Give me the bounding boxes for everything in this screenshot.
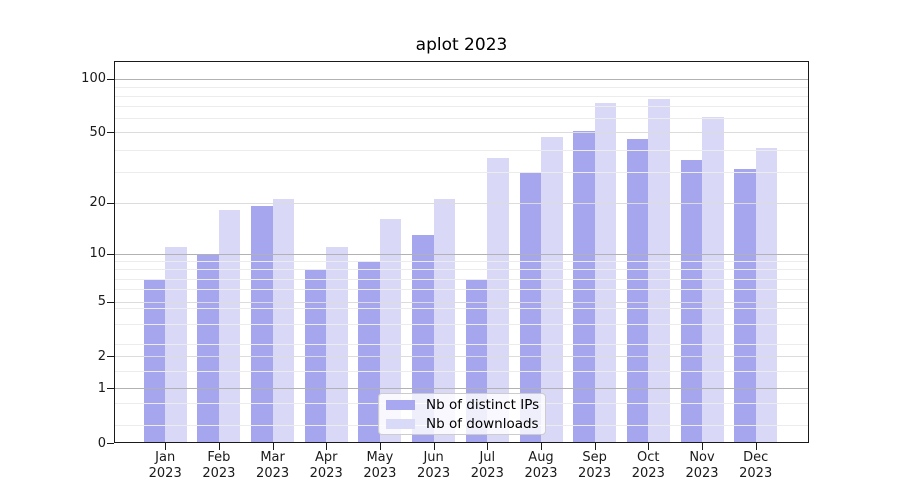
bar-downloads-mar (272, 198, 295, 443)
y-tick-mark (107, 388, 114, 390)
y-tick-mark (107, 356, 114, 358)
x-tick-label-apr: Apr 2023 (309, 450, 343, 481)
plot-area: Nb of distinct IPs Nb of downloads 100 50 2… (81, 61, 809, 481)
chart-title: aplot 2023 (415, 35, 508, 55)
gridline (114, 118, 809, 120)
y-tick-mark (107, 132, 114, 134)
y-tick-mark (107, 253, 114, 255)
y-tick-mark (107, 301, 114, 303)
bar-ips-feb (197, 253, 219, 443)
gridline (114, 106, 809, 108)
y-tick-label: 0 (97, 435, 106, 451)
y-tick-mark (107, 78, 114, 80)
gridline (114, 171, 809, 173)
x-tick-mark (487, 443, 489, 450)
y-tick-mark (107, 443, 114, 444)
x-tick-mark (379, 443, 381, 450)
x-tick-label-jul: Jul 2023 (470, 450, 504, 481)
gridline (114, 388, 809, 390)
x-tick-label-jan: Jan 2023 (148, 450, 182, 481)
x-tick-label-oct: Oct 2023 (631, 450, 665, 481)
x-tick-label-sep: Sep 2023 (578, 450, 612, 481)
bar-downloads-sep (594, 103, 617, 443)
x-tick-label-aug: Aug 2023 (524, 450, 558, 481)
gridline (114, 86, 809, 88)
gridline (114, 132, 809, 134)
gridline (114, 370, 809, 372)
legend-swatch-ips (386, 399, 415, 410)
legend-item-ips: Nb of distinct IPs (386, 396, 540, 413)
gridline (114, 324, 809, 326)
x-tick-label-feb: Feb 2023 (202, 450, 236, 481)
y-tick-mark (107, 202, 114, 204)
bar-downloads-jun (433, 198, 456, 443)
x-tick-mark (433, 443, 435, 450)
legend-label-downloads: Nb of downloads (426, 415, 539, 432)
legend-swatch-downloads (386, 418, 415, 429)
gridline (114, 78, 809, 80)
gridline (114, 95, 809, 97)
bar-ips-jan (143, 278, 166, 443)
gridline (114, 289, 809, 291)
bar-downloads-dec (755, 147, 778, 443)
x-tick-mark (594, 443, 596, 450)
x-tick-mark (541, 443, 542, 450)
x-tick-label-mar: Mar 2023 (256, 450, 290, 481)
x-tick-label-nov: Nov 2023 (685, 450, 719, 481)
gridline (114, 356, 809, 358)
bar-downloads-jul (487, 157, 509, 443)
gridline (114, 202, 809, 204)
y-tick-label: 20 (89, 195, 106, 210)
gridline (114, 344, 809, 345)
x-tick-mark (165, 443, 167, 450)
bar-downloads-feb (218, 210, 241, 443)
bar-ips-sep (573, 130, 595, 443)
gridline (114, 253, 809, 255)
bar-downloads-may (379, 219, 402, 443)
y-tick-label: 50 (89, 124, 106, 140)
gridline (114, 269, 809, 271)
gridline (114, 149, 809, 151)
gridline (114, 261, 809, 263)
y-tick-label: 100 (81, 71, 106, 86)
legend: Nb of distinct IPs Nb of downloads (378, 393, 546, 435)
bar-ips-oct (626, 138, 649, 443)
x-tick-mark (272, 443, 274, 450)
x-tick-label-dec: Dec 2023 (739, 450, 773, 481)
x-tick-mark (702, 443, 703, 450)
x-tick-label-jun: Jun 2023 (417, 450, 451, 481)
gridline (114, 301, 809, 303)
x-tick-mark (218, 443, 220, 450)
bar-downloads-nov (702, 117, 724, 443)
gridline (114, 308, 809, 310)
bar-ips-may (358, 261, 380, 443)
y-tick-label: 2 (97, 348, 106, 364)
y-tick-label: 5 (97, 294, 106, 309)
gridline (114, 278, 809, 280)
bar-ips-aug (519, 171, 541, 443)
x-tick-mark (326, 443, 328, 450)
x-tick-label-may: May 2023 (363, 450, 397, 481)
x-tick-mark (755, 443, 757, 450)
x-tick-mark (648, 443, 650, 450)
legend-item-downloads: Nb of downloads (386, 415, 539, 432)
y-tick-label: 10 (89, 246, 106, 262)
bar-ips-jun (412, 234, 434, 443)
bar-ips-dec (734, 169, 756, 443)
legend-label-ips: Nb of distinct IPs (426, 396, 540, 413)
y-tick-label: 1 (97, 380, 106, 396)
